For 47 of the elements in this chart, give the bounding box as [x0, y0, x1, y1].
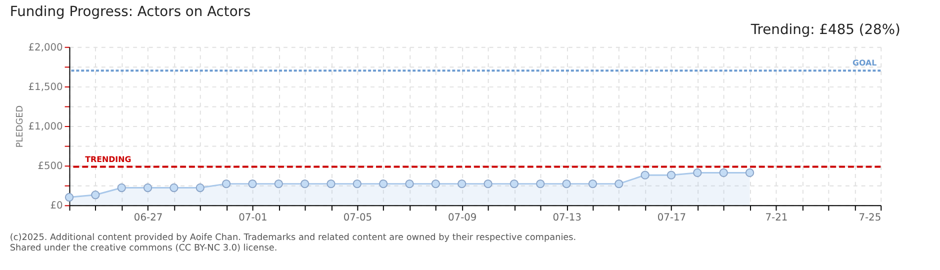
point — [614, 179, 624, 188]
chart-title: Funding Progress: Actors on Actors — [10, 4, 251, 20]
point — [588, 179, 598, 188]
point — [117, 183, 126, 192]
text: Shared under the creative commons (CC BY-NC 3.0) license. — [10, 244, 278, 254]
x-tick-label: 07-17 — [657, 212, 686, 224]
y-tick-label: £0 — [50, 200, 63, 212]
text: (c)2025. Additional content provided by Aoife Chan. Trademarks and related content are owned by their respective companies. — [10, 232, 576, 243]
x-tick-label: 07-05 — [343, 212, 372, 224]
point — [719, 168, 728, 178]
point — [484, 179, 492, 188]
x-tick-label: 06-27 — [134, 212, 163, 224]
point — [666, 170, 676, 180]
point — [745, 168, 754, 178]
point — [222, 179, 231, 188]
x-tick-label: 07-13 — [552, 212, 582, 224]
point — [300, 179, 310, 188]
point — [693, 168, 702, 178]
point — [91, 190, 100, 200]
point — [170, 183, 178, 192]
y-tick-label: £2,000 — [28, 42, 63, 54]
point — [405, 179, 414, 188]
ref-line-label: GOAL — [852, 58, 877, 68]
y-tick-label: £500 — [38, 161, 63, 172]
point — [274, 179, 283, 188]
x-tick-label: 07-01 — [238, 212, 268, 224]
y-tick-label: £1,500 — [28, 82, 63, 93]
point — [458, 179, 466, 188]
point — [510, 179, 519, 188]
point — [64, 192, 74, 202]
point — [640, 170, 650, 180]
point — [248, 179, 257, 188]
point — [562, 179, 571, 188]
y-tick-label: £1,000 — [28, 121, 63, 132]
point — [379, 179, 388, 188]
point — [536, 179, 545, 188]
x-tick-label: 7-21 — [765, 212, 788, 224]
point — [352, 179, 362, 188]
chart-subtitle: Trending: £485 (28%) — [750, 22, 900, 38]
x-tick-label: 07-09 — [448, 212, 477, 224]
point — [196, 183, 204, 192]
y-axis-title: PLEDGED — [15, 105, 26, 148]
x-tick-label: 7-25 — [858, 212, 882, 224]
point — [431, 179, 440, 188]
ref-line-label: TRENDING — [85, 154, 132, 164]
point — [143, 183, 152, 192]
point — [326, 179, 336, 188]
